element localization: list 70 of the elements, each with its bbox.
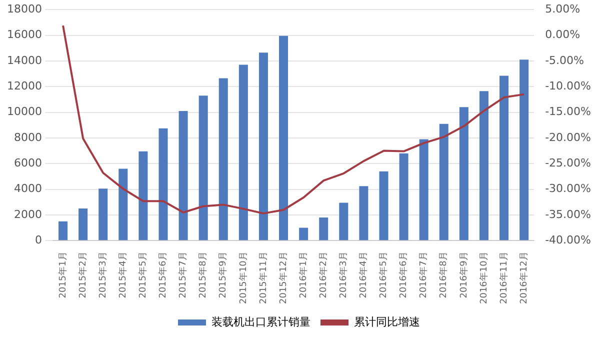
bar <box>419 139 428 240</box>
y-tick-label: 2000 <box>14 208 42 221</box>
bar <box>218 78 228 240</box>
y-tick-label: 6000 <box>14 156 42 170</box>
y-tick-label: 0 <box>34 234 42 247</box>
x-tick-label: 2015年5月 <box>138 252 149 298</box>
x-tick-label: 2015年9月 <box>218 252 229 298</box>
bar <box>258 52 268 240</box>
x-tick-label: 2016年5月 <box>378 252 390 298</box>
bar <box>118 168 128 240</box>
y-tick-label: 14000 <box>6 54 42 67</box>
y2-tick-label: -25.00% <box>545 156 592 170</box>
x-tick-label: 2015年12月 <box>278 252 289 304</box>
bar <box>58 221 68 240</box>
bar <box>319 218 328 240</box>
bar <box>520 60 529 240</box>
bar <box>379 171 388 240</box>
bar <box>138 151 148 240</box>
x-tick-label: 2015年11月 <box>258 252 269 304</box>
x-tick-label: 2016年6月 <box>398 252 410 298</box>
y2-tick-label: -35.00% <box>545 208 592 221</box>
x-tick-label: 2016年3月 <box>338 252 349 298</box>
bar <box>178 111 188 240</box>
x-tick-label: 2015年6月 <box>158 252 169 298</box>
bar <box>339 202 348 240</box>
legend-label: 累计同比增速 <box>354 315 420 328</box>
bar <box>78 208 88 240</box>
y2-tick-label: 0.00% <box>545 28 580 42</box>
bar <box>158 128 168 240</box>
legend-label: 装载机出口累计销量 <box>212 315 310 328</box>
x-tick-label: 2016年1月 <box>298 252 309 298</box>
y2-tick-label: -20.00% <box>545 130 592 144</box>
y2-tick-label: -30.00% <box>545 182 592 196</box>
x-tick-label: 2016年12月 <box>518 252 530 304</box>
bar <box>439 124 448 240</box>
y-tick-label: 4000 <box>14 182 42 196</box>
y-tick-label: 10000 <box>6 105 42 118</box>
x-tick-label: 2015年2月 <box>77 252 88 298</box>
x-tick-label: 2015年1月 <box>57 252 68 298</box>
bar <box>459 107 468 240</box>
bar <box>399 153 408 240</box>
y-tick-label: 16000 <box>6 28 42 42</box>
y-tick-label: 8000 <box>14 130 42 144</box>
bar <box>479 91 488 240</box>
bar <box>98 188 108 240</box>
bar <box>299 228 308 240</box>
x-tick-label: 2015年7月 <box>178 252 189 298</box>
y2-tick-label: -10.00% <box>545 79 592 92</box>
x-tick-label: 2016年8月 <box>438 252 450 298</box>
x-tick-label: 2016年11月 <box>498 252 510 304</box>
y-tick-label: 12000 <box>6 79 42 92</box>
y-tick-label: 18000 <box>6 2 42 16</box>
x-tick-label: 2015年4月 <box>117 252 128 298</box>
bar <box>238 64 248 240</box>
x-tick-label: 2016年10月 <box>478 252 490 304</box>
y2-tick-label: -40.00% <box>545 234 592 247</box>
x-tick-label: 2016年9月 <box>458 252 470 298</box>
bar <box>279 36 288 240</box>
bar <box>500 76 509 240</box>
x-tick-label: 2015年10月 <box>238 252 249 304</box>
x-tick-label: 2016年2月 <box>318 252 329 298</box>
bar <box>359 186 368 240</box>
y2-tick-label: -5.00% <box>545 54 584 67</box>
y2-tick-label: -15.00% <box>545 105 592 118</box>
x-tick-label: 2016年7月 <box>418 252 430 298</box>
y2-tick-label: 5.00% <box>545 2 580 16</box>
x-tick-label: 2015年3月 <box>97 252 108 298</box>
x-tick-label: 2016年4月 <box>358 252 370 298</box>
x-tick-label: 2015年8月 <box>198 252 209 298</box>
bar <box>198 96 208 240</box>
